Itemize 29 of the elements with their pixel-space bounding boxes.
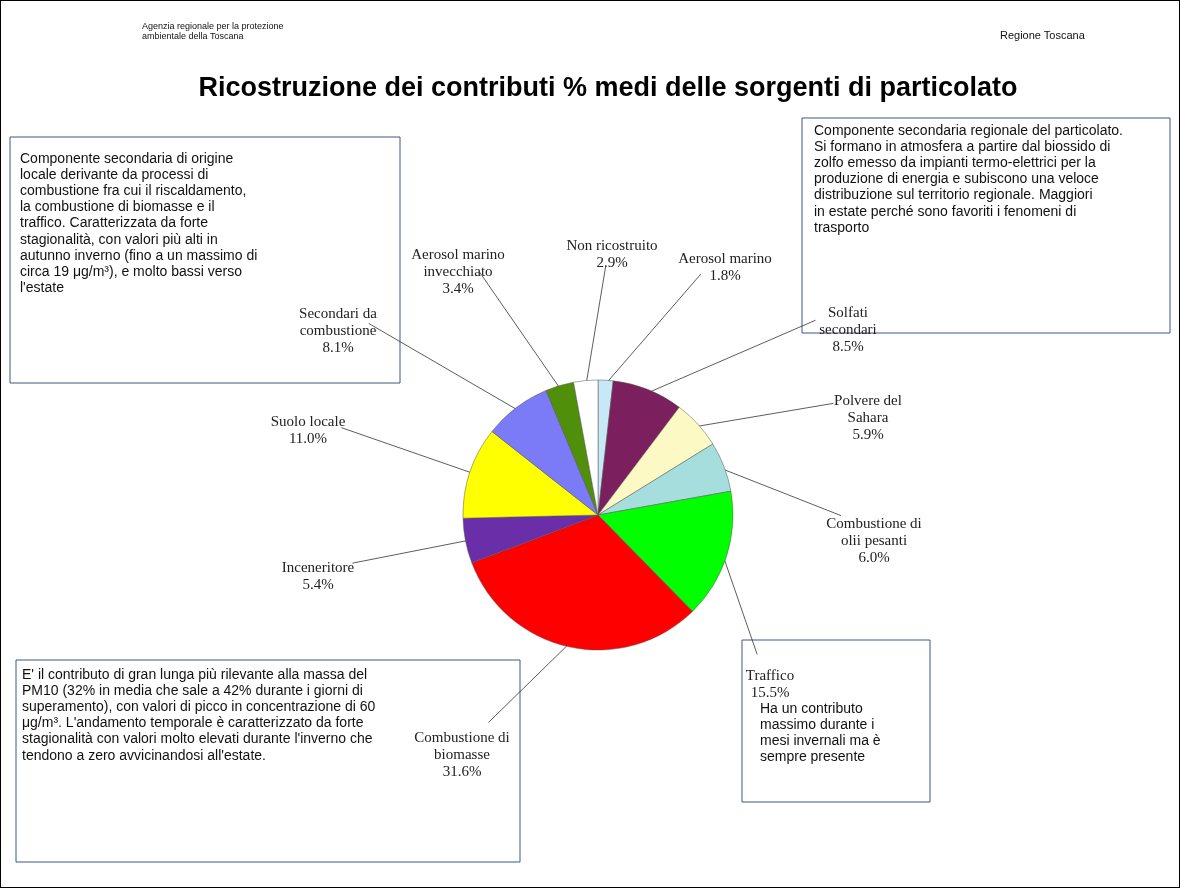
data-label: 5.9% — [852, 426, 884, 442]
text: Regione Toscana — [1000, 29, 1086, 41]
slice-label: Traffico — [745, 667, 795, 683]
data-label: 15.5% — [750, 684, 790, 700]
text: Componente secondaria regionale del particolato. Si formano in atmosfera a partire dal biossido di zolfo emesso da impianti termo-elettrici per la produzione di energia e subiscono una veloce distribuzione sul territorio regionale. Maggiori in estate perché sono favoriti i fenomeni di trasporto — [814, 122, 1123, 235]
slice-label: Combustione di biomasse — [414, 729, 510, 762]
slice-label: Inceneritore — [281, 559, 355, 575]
text: Agenzia regionale per la protezione ambientale della Toscana — [142, 21, 284, 42]
text: E' il contributo di gran lunga più rilevante alla massa del PM10 (32% in media che sale a 42% durante i giorni di superamento), con valori di picco in concentrazione di 60 μg/m³. L'andamento temporale è caratterizzato da forte stagionalità con valori molto elevati durante l'inverno che tendono a zero avvicinandosi all'estate. — [22, 666, 376, 763]
slice-label: Combustione di olii pesanti — [826, 515, 922, 548]
data-label: 1.8% — [709, 267, 741, 283]
slice-label: Polvere del Sahara — [834, 392, 902, 425]
text: Componente secondaria di origine locale derivante da processi di combustione fra cui il riscaldamento, la combustione di biomasse e il traffico. Caratterizzata da forte stagionalità, con valori più alti in autunno inverno (fino a un massimo di circa 19 μg/m³), e molto bassi verso l'estate — [20, 150, 258, 295]
data-label: 8.5% — [832, 338, 864, 354]
chart-title: Ricostruzione dei contributi % medi delle sorgenti di particolato — [198, 72, 1018, 102]
data-label: 31.6% — [442, 763, 482, 779]
data-label: 8.1% — [322, 339, 354, 355]
slice-label: Non ricostruito — [566, 237, 658, 253]
data-label: 6.0% — [858, 549, 890, 565]
slice-label: Suolo locale — [270, 413, 346, 429]
data-label: 11.0% — [288, 430, 328, 446]
slice-label: Secondari da combustione — [299, 305, 378, 338]
slice-label: Aerosol marino — [678, 250, 772, 266]
slice-label: Solfati secondari — [819, 304, 877, 337]
data-label: 5.4% — [302, 576, 334, 592]
slice-label: Aerosol marino invecchiato — [411, 246, 505, 279]
data-label: 2.9% — [596, 254, 628, 270]
text: Ha un contributo massimo durante i mesi invernali ma è sempre presente — [760, 700, 881, 765]
data-label: 3.4% — [442, 280, 474, 296]
